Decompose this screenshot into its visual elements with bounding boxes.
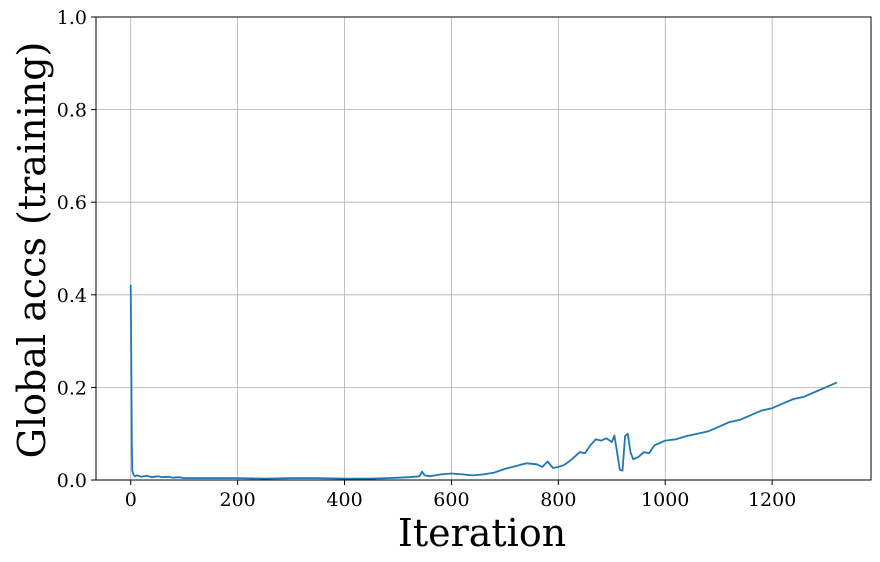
- x-tick-labels: 0 200 400 600 800 1000 1200: [125, 489, 797, 511]
- tick-marks: [91, 16, 773, 485]
- y-tick-label: 0.6: [57, 192, 87, 214]
- y-tick-label: 0.2: [57, 377, 87, 399]
- x-tick-label: 400: [326, 489, 362, 511]
- y-tick-labels: 0.0 0.2 0.4 0.6 0.8 1.0: [57, 7, 87, 492]
- x-tick-label: 0: [125, 489, 137, 511]
- y-tick-label: 1.0: [57, 7, 87, 29]
- y-tick-label: 0.0: [57, 470, 87, 492]
- x-tick-label: 600: [433, 489, 469, 511]
- x-tick-label: 1000: [641, 489, 689, 511]
- series-layer: [129, 284, 838, 480]
- plot-frame: [95, 16, 872, 481]
- y-tick-label: 0.4: [57, 285, 87, 307]
- x-tick-label: 200: [220, 489, 256, 511]
- x-axis-title: Iteration: [398, 511, 566, 555]
- y-axis-title: Global accs (training): [10, 42, 54, 459]
- y-tick-label: 0.8: [57, 100, 87, 122]
- x-tick-label: 800: [540, 489, 576, 511]
- series-line: [129, 284, 838, 480]
- x-tick-label: 1200: [748, 489, 796, 511]
